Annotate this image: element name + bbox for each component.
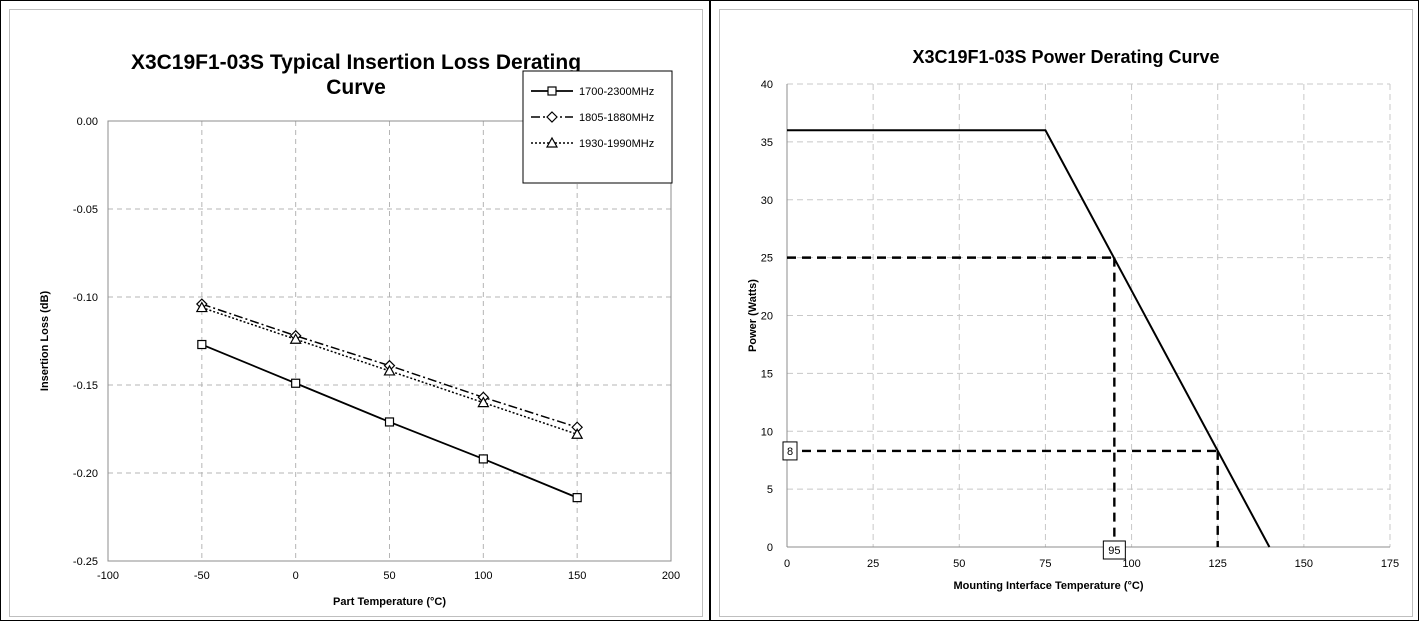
y-tick-label: 0.00 [77, 116, 98, 128]
x-axis-title: Mounting Interface Temperature (°C) [954, 580, 1144, 592]
data-point-1930-1990MHz [571, 428, 584, 439]
legend-swatch-marker [547, 86, 557, 96]
y-tick-label: 5 [767, 484, 773, 496]
legend-swatch-marker [545, 136, 559, 148]
x-tick-label: 200 [662, 570, 680, 582]
y-axis-title: Power (Watts) [747, 279, 759, 352]
x-tick-label: 125 [1209, 558, 1227, 570]
y-tick-label: 0 [767, 542, 773, 554]
derating-curve-line [787, 129, 1271, 548]
data-point-1700-2300MHz [384, 417, 395, 427]
y-tick-label: -0.25 [73, 556, 98, 568]
y-tick-label: 20 [761, 311, 773, 323]
y-axis-title: Insertion Loss (dB) [39, 291, 51, 392]
x-tick-label: 0 [293, 570, 299, 582]
x-tick-label: -50 [194, 570, 210, 582]
y-tick-label: 40 [761, 79, 773, 91]
x-tick-label: 100 [1122, 558, 1140, 570]
y-tick-label: -0.20 [73, 468, 98, 480]
insertion-loss-chart-frame: X3C19F1-03S Typical Insertion Loss Derat… [9, 9, 703, 617]
data-point-1700-2300MHz [478, 454, 488, 464]
data-point-1930-1990MHz [383, 364, 396, 376]
legend-label: 1700-2300MHz [579, 86, 654, 98]
x-tick-label: 175 [1381, 558, 1399, 570]
x-tick-label: 50 [953, 558, 965, 570]
annotation-box-8 [782, 441, 798, 461]
y-tick-label: -0.15 [73, 380, 98, 392]
x-tick-label: 75 [1039, 558, 1051, 570]
y-tick-label: 35 [761, 137, 773, 149]
x-tick-label: -100 [97, 570, 119, 582]
x-tick-label: 150 [568, 570, 586, 582]
data-point-1930-1990MHz [195, 301, 208, 313]
chart-title-line-2: Curve [326, 76, 386, 99]
legend-label: 1930-1990MHz [579, 138, 654, 150]
x-tick-label: 100 [474, 570, 492, 582]
power-derating-chart-frame: X3C19F1-03S Power Derating Curve 0 25 50 75 1… [719, 9, 1413, 617]
x-tick-label: 150 [1295, 558, 1313, 570]
chart-title: X3C19F1-03S Power Derating Curve [912, 47, 1219, 67]
x-axis-title: Part Temperature (°C) [333, 596, 446, 608]
annotation-box-95 [1102, 540, 1126, 560]
legend-label: 1805-1880MHz [579, 112, 654, 124]
annotation-label-8: 8 [787, 446, 793, 458]
legend-box [522, 70, 673, 184]
y-tick-label: 10 [761, 426, 773, 438]
data-point-1930-1990MHz [289, 333, 302, 344]
data-point-1700-2300MHz [291, 378, 301, 388]
plot-area-border [107, 120, 672, 562]
y-tick-label: 30 [761, 195, 773, 207]
y-tick-label: 15 [761, 368, 773, 380]
x-tick-label: 0 [784, 558, 790, 570]
legend-swatch-marker [546, 111, 558, 123]
insertion-loss-panel: X3C19F1-03S Typical Insertion Loss Derat… [0, 0, 710, 621]
x-tick-label: 50 [383, 570, 395, 582]
y-tick-label: -0.05 [73, 204, 98, 216]
insertion-loss-chart: X3C19F1-03S Typical Insertion Loss Derat… [39, 51, 680, 608]
chart-title-line-1: X3C19F1-03S Typical Insertion Loss Derat… [131, 51, 581, 74]
y-tick-label: 25 [761, 253, 773, 265]
y-tick-label: -0.10 [73, 292, 98, 304]
series-line-1805-1880MHz [201, 303, 578, 428]
data-point-1930-1990MHz [477, 396, 490, 408]
data-point-1700-2300MHz [572, 493, 582, 503]
x-tick-label: 25 [867, 558, 879, 570]
annotation-label-95: 95 [1108, 545, 1120, 557]
power-derating-panel: X3C19F1-03S Power Derating Curve 0 25 50 75 1… [710, 0, 1419, 621]
data-point-1700-2300MHz [197, 339, 207, 350]
